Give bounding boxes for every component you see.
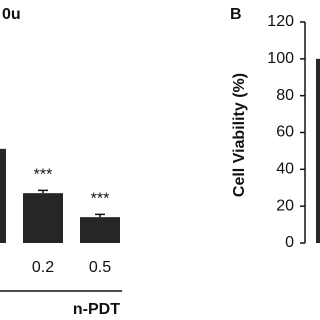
- y-tick-label: 0: [285, 234, 294, 251]
- y-tick-label: 60: [276, 124, 294, 141]
- panel-label: B: [230, 6, 242, 23]
- y-tick-label: 40: [276, 161, 294, 178]
- y-tick-label: 100: [267, 50, 294, 67]
- significance-label: ***: [34, 166, 53, 183]
- bar: [80, 217, 120, 243]
- bar: [0, 148, 6, 243]
- x-tick-label: 0.5: [89, 259, 111, 276]
- y-axis-label: Cell Viability (%): [231, 73, 248, 197]
- bar: [23, 193, 63, 243]
- error-bar: [38, 189, 48, 194]
- x-tick-label: 0.2: [32, 259, 54, 276]
- error-bar: [95, 213, 105, 218]
- y-tick-label: 20: [276, 197, 294, 214]
- x-axis-label: n-PDT: [73, 301, 120, 318]
- chart-title: 0u: [2, 6, 21, 23]
- significance-label: ***: [91, 190, 110, 207]
- y-tick-label: 80: [276, 87, 294, 104]
- bar: [316, 58, 320, 244]
- y-tick-label: 120: [267, 13, 294, 30]
